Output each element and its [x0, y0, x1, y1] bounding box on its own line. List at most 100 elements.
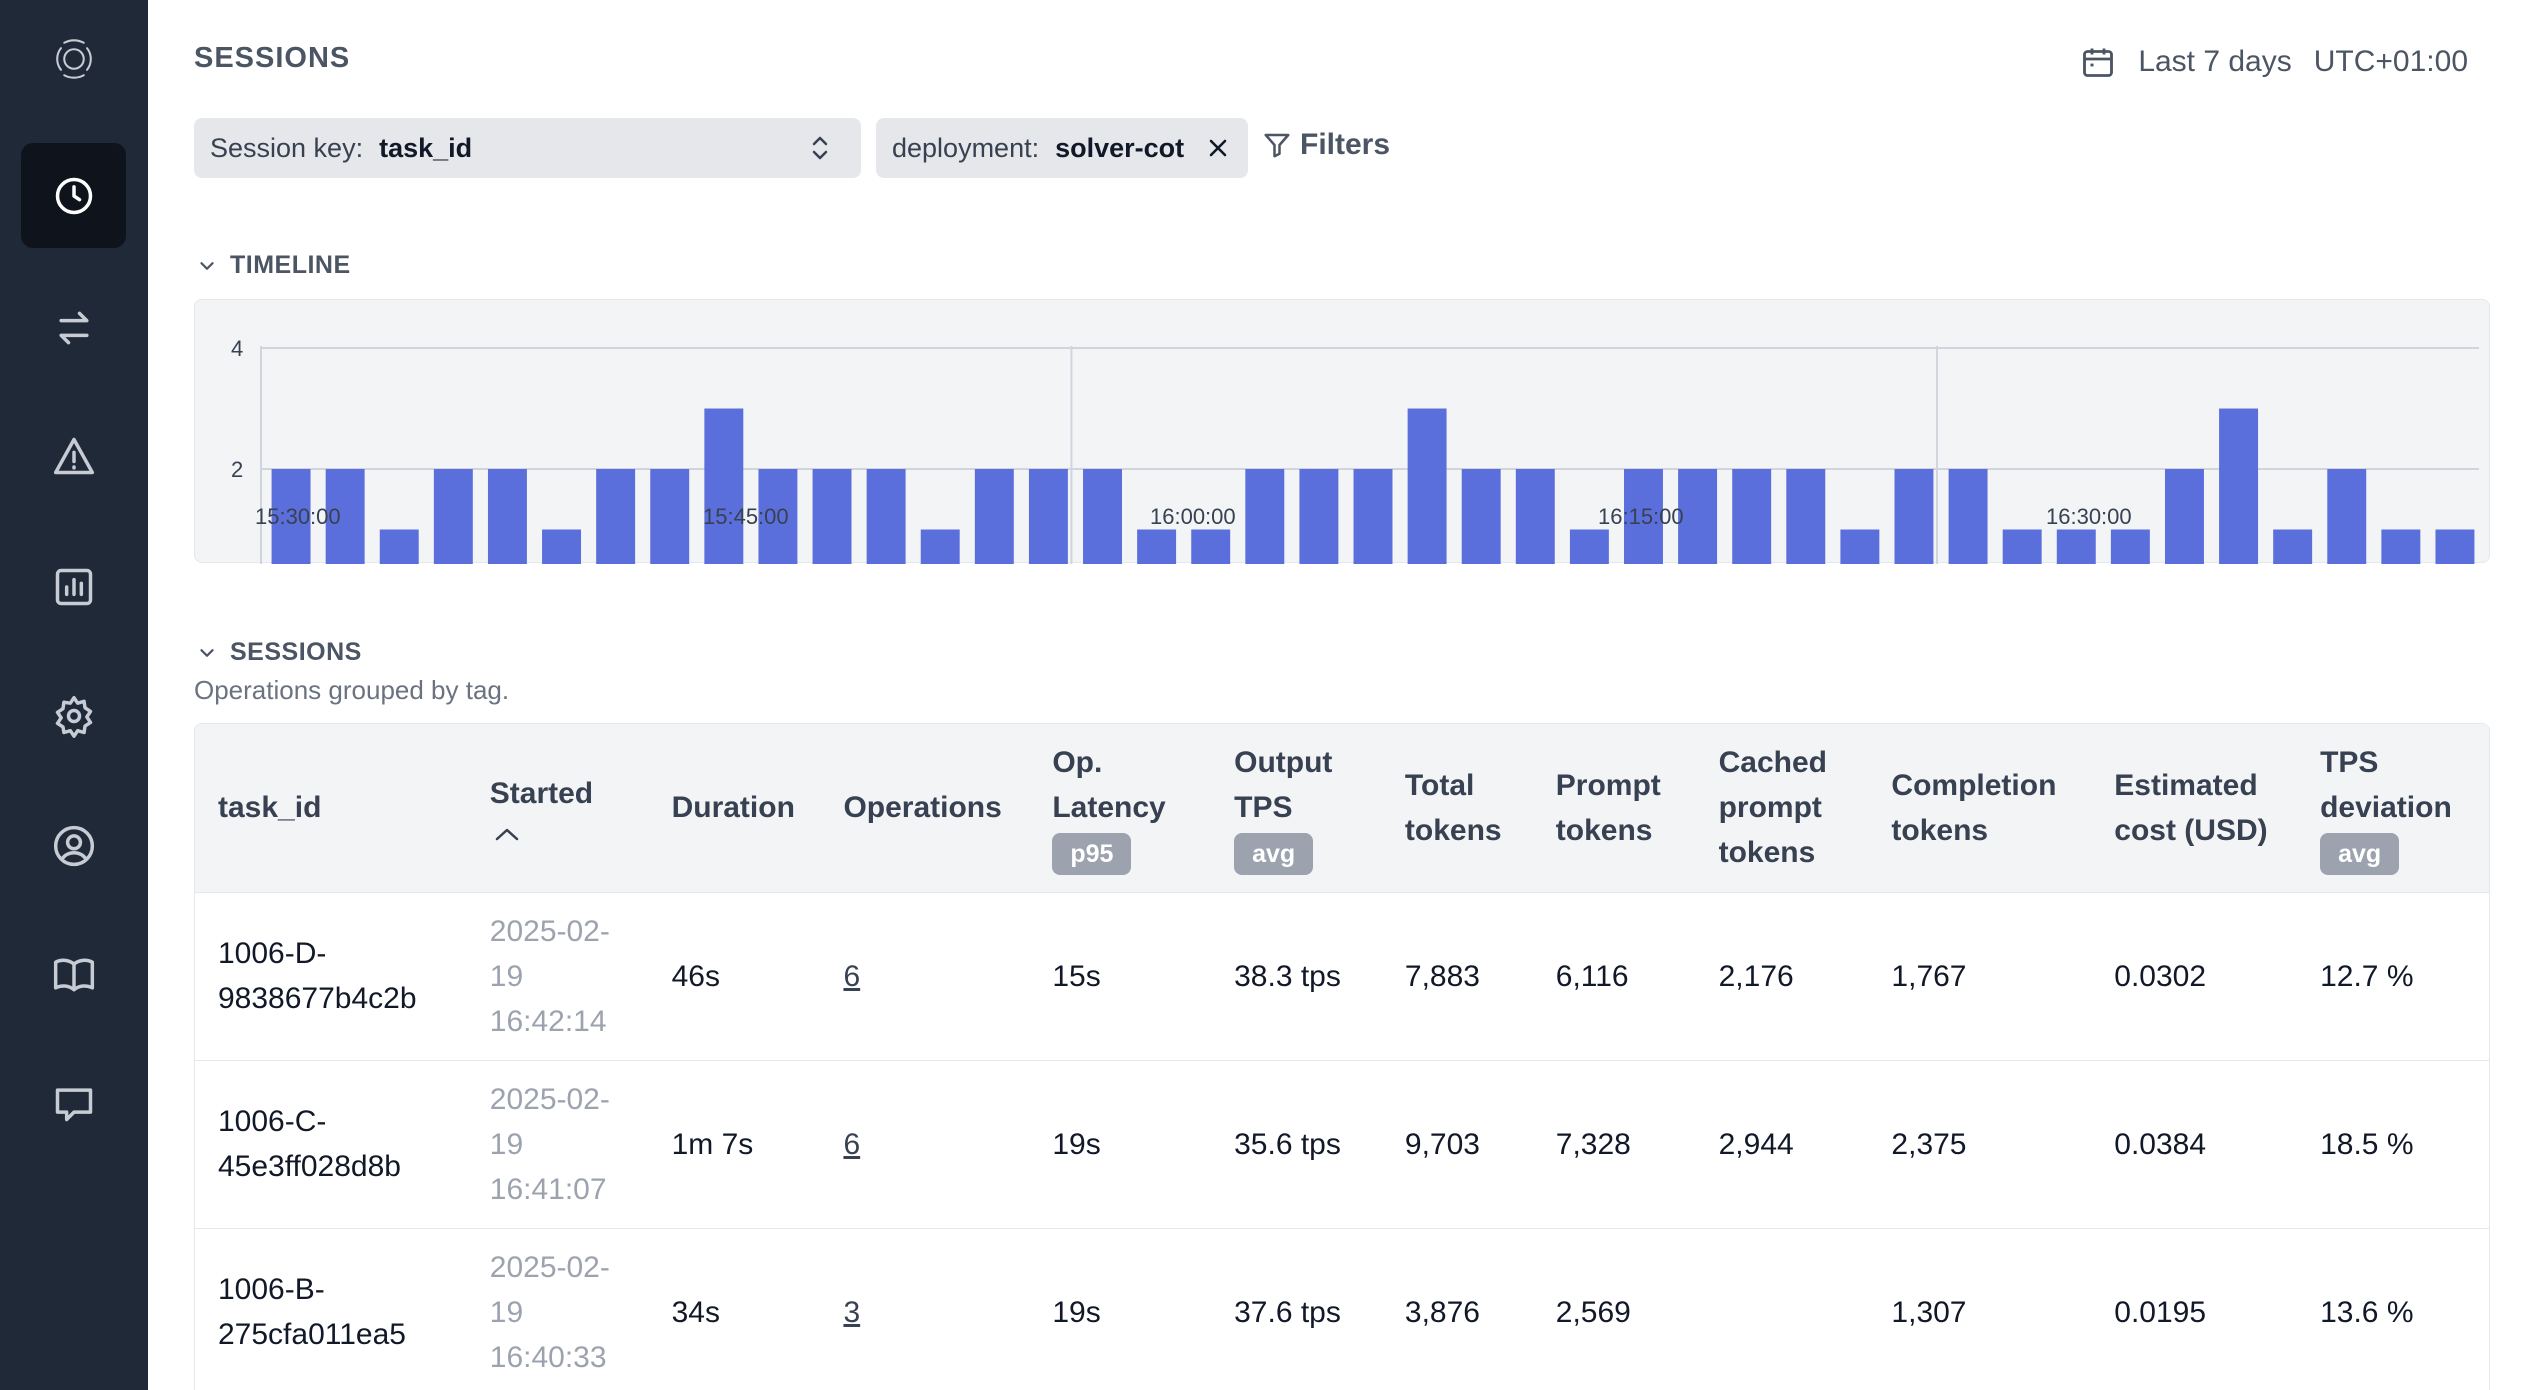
timeline-bar[interactable]: [812, 469, 852, 564]
column-header[interactable]: Cached prompt tokens: [1696, 724, 1869, 892]
timeline-chart: 4 2 15:30:00 15:45:00 16:00:00 16:15:00 16:30:…: [194, 299, 2490, 565]
sidebar-item-alerts[interactable]: [21, 403, 126, 508]
aggregation-badge[interactable]: avg: [1234, 833, 1314, 876]
timeline-bar[interactable]: [1137, 529, 1177, 565]
timeline-bar[interactable]: [542, 529, 582, 565]
timeline-bar[interactable]: [325, 469, 365, 564]
timeline-bar[interactable]: [1407, 408, 1447, 565]
timeline-section-toggle[interactable]: TIMELINE: [196, 251, 351, 280]
timezone-label[interactable]: UTC+01:00: [2313, 45, 2468, 78]
cell-text: 2,944: [1718, 1127, 1794, 1161]
timeline-bar[interactable]: [1083, 469, 1122, 564]
date-range-picker[interactable]: Last 7 days UTC+01:00: [2080, 44, 2468, 80]
timeline-bar[interactable]: [2219, 408, 2259, 565]
sidebar-item-account[interactable]: [21, 793, 126, 898]
column-header[interactable]: Operations: [820, 724, 1029, 892]
timeline-bar[interactable]: [1299, 469, 1339, 564]
timeline-bar[interactable]: [1840, 529, 1880, 565]
deployment-filter-chip[interactable]: deployment: solver-cot: [876, 118, 1248, 178]
column-header[interactable]: Output TPS avg: [1211, 724, 1382, 892]
sidebar-item-analytics[interactable]: [21, 534, 126, 639]
timeline-bar[interactable]: [487, 469, 527, 564]
timeline-bar[interactable]: [1569, 529, 1609, 565]
operations-link[interactable]: 6: [843, 959, 861, 993]
timeline-bar[interactable]: [433, 469, 473, 564]
timeline-bar[interactable]: [1461, 469, 1501, 564]
sidebar-item-settings[interactable]: [21, 663, 126, 768]
operations-link[interactable]: 6: [843, 1127, 861, 1161]
aggregation-badge[interactable]: avg: [2320, 833, 2400, 876]
timeline-bar[interactable]: [1624, 469, 1663, 564]
timeline-bar[interactable]: [2110, 529, 2150, 565]
cell-text: 7,883: [1404, 959, 1480, 993]
timeline-bar[interactable]: [2435, 529, 2475, 565]
sidebar-item-docs[interactable]: [21, 922, 126, 1027]
timeline-bar[interactable]: [2381, 529, 2421, 565]
filters-button[interactable]: Filters: [1262, 128, 1390, 162]
column-header[interactable]: Completion tokens: [1868, 724, 2091, 892]
timeline-bar[interactable]: [2002, 529, 2042, 565]
sidebar-item-sessions[interactable]: [21, 143, 126, 248]
sidebar-item-traces[interactable]: [21, 275, 126, 380]
column-header[interactable]: Duration: [649, 724, 821, 892]
timeline-bar[interactable]: [1028, 469, 1068, 564]
cell-text: 0.0384: [2114, 1127, 2207, 1161]
timeline-bar[interactable]: [2056, 529, 2096, 565]
column-header[interactable]: TPS deviation avg: [2297, 724, 2489, 892]
session-key-select[interactable]: Session key: task_id: [194, 118, 861, 178]
timeline-bar[interactable]: [650, 469, 690, 564]
cell-latency: 19s: [1029, 1227, 1212, 1390]
timeline-bar[interactable]: [866, 469, 906, 564]
logo-icon[interactable]: [21, 6, 126, 111]
timeline-bar[interactable]: [1515, 469, 1555, 564]
timeline-bar[interactable]: [974, 469, 1014, 564]
column-header[interactable]: Started: [467, 724, 649, 892]
cell-text: 0.0302: [2114, 959, 2207, 993]
sessions-section-toggle[interactable]: SESSIONS: [196, 638, 362, 667]
sort-ascending-icon[interactable]: [493, 824, 521, 844]
timeline-bar[interactable]: [596, 469, 636, 564]
timeline-bar[interactable]: [1353, 469, 1393, 564]
column-header-text: Operations: [843, 791, 1002, 825]
cell-text: 7,328: [1555, 1127, 1631, 1161]
table-row[interactable]: 1006-C- 45e3ff028d8b 2025-02- 19 16:41:07 1m …: [195, 1059, 2489, 1228]
column-header[interactable]: Op. Latency p95: [1029, 724, 1211, 892]
sidebar-item-feedback[interactable]: [21, 1050, 126, 1155]
timeline-bar[interactable]: [1786, 469, 1826, 564]
timeline-bar[interactable]: [2273, 529, 2313, 565]
close-icon[interactable]: [1206, 136, 1230, 160]
cell-text: 1006-C-: [218, 1105, 327, 1138]
cell-text: 34s: [671, 1295, 720, 1329]
timeline-bar[interactable]: [1245, 469, 1285, 564]
column-header[interactable]: Estimated cost (USD): [2091, 724, 2297, 892]
timeline-bar[interactable]: [1948, 469, 1988, 564]
cell-text: 37.6 tps: [1234, 1295, 1341, 1329]
timeline-bar[interactable]: [1678, 469, 1718, 564]
date-range-label: Last 7 days: [2138, 45, 2292, 78]
cell-text: 1m 7s: [671, 1127, 754, 1161]
cell-tps: 38.3 tps: [1211, 891, 1382, 1060]
timeline-bar[interactable]: [1732, 469, 1772, 564]
cell-text: 13.6 %: [2320, 1295, 2414, 1329]
page-title: SESSIONS: [194, 42, 351, 74]
timeline-bar[interactable]: [2164, 469, 2204, 564]
timeline-bar[interactable]: [758, 469, 798, 564]
timeline-bar[interactable]: [1894, 469, 1934, 564]
table-row[interactable]: 1006-D- 9838677b4c2b 2025-02- 19 16:42:14 46s…: [195, 891, 2489, 1060]
column-header[interactable]: Total tokens: [1382, 724, 1533, 892]
cell-deviation: 13.6 %: [2297, 1227, 2489, 1390]
timeline-bar[interactable]: [379, 529, 419, 565]
cell-started: 2025-02- 19 16:40:33: [466, 1227, 649, 1390]
operations-link[interactable]: 3: [843, 1295, 861, 1329]
column-header[interactable]: task_id: [195, 724, 467, 892]
timeline-bar[interactable]: [920, 529, 960, 565]
table-row[interactable]: 1006-B- 275cfa011ea5 2025-02- 19 16:40:33 34s…: [195, 1227, 2489, 1390]
timeline-bar[interactable]: [271, 469, 311, 564]
aggregation-badge[interactable]: p95: [1052, 833, 1132, 876]
timeline-bar[interactable]: [1191, 529, 1231, 565]
timeline-bar[interactable]: [704, 408, 744, 565]
timeline-bar[interactable]: [2327, 469, 2367, 564]
cell-text: 16:41:07: [489, 1172, 607, 1206]
column-header[interactable]: Prompt tokens: [1533, 724, 1696, 892]
gear-icon: [55, 695, 92, 738]
